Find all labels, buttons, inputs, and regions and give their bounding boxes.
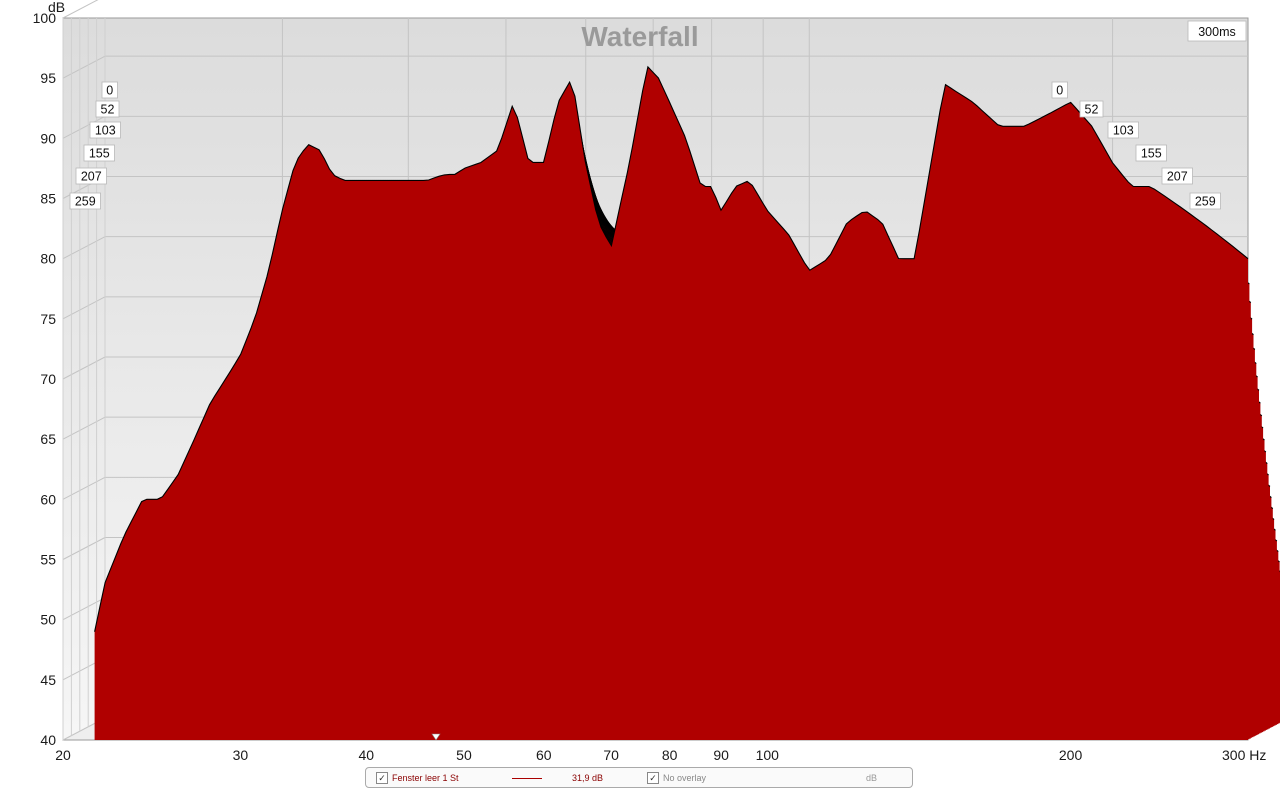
time-label-left: 0 bbox=[106, 84, 113, 98]
legend-series-value: 31,9 dB bbox=[572, 773, 603, 783]
x-tick-label: 300 Hz bbox=[1222, 747, 1266, 763]
y-tick-label: 75 bbox=[40, 311, 56, 327]
x-tick-label: 30 bbox=[233, 747, 249, 763]
y-tick-label: 45 bbox=[40, 672, 56, 688]
series-checkbox[interactable]: ✓ bbox=[376, 772, 388, 784]
legend-series-line bbox=[512, 778, 542, 779]
time-label-left: 103 bbox=[95, 124, 116, 138]
y-depth-gridline bbox=[63, 0, 105, 18]
legend-unit: dB bbox=[866, 773, 877, 783]
y-tick-label: 60 bbox=[40, 491, 56, 507]
overlay-label: No overlay bbox=[663, 773, 706, 783]
time-label-right: 52 bbox=[1085, 103, 1099, 117]
y-tick-label: 65 bbox=[40, 431, 56, 447]
x-tick-label: 60 bbox=[536, 747, 552, 763]
time-label-right: 207 bbox=[1167, 170, 1188, 184]
y-tick-label: 85 bbox=[40, 191, 56, 207]
x-tick-label: 100 bbox=[756, 747, 780, 763]
y-tick-label: 80 bbox=[40, 251, 56, 267]
y-tick-label: 100 bbox=[33, 10, 57, 26]
x-tick-label: 40 bbox=[359, 747, 375, 763]
x-tick-label: 90 bbox=[713, 747, 729, 763]
y-tick-label: 70 bbox=[40, 371, 56, 387]
time-label-right: 155 bbox=[1141, 147, 1162, 161]
time-label-left: 259 bbox=[75, 195, 96, 209]
x-tick-label: 200 bbox=[1059, 747, 1083, 763]
time-label-left: 155 bbox=[89, 147, 110, 161]
time-label-left: 52 bbox=[101, 103, 115, 117]
x-tick-label: 80 bbox=[662, 747, 678, 763]
legend-series-name: Fenster leer 1 St bbox=[392, 773, 459, 783]
x-tick-label: 70 bbox=[603, 747, 619, 763]
y-tick-label: 90 bbox=[40, 130, 56, 146]
time-label-left: 207 bbox=[81, 170, 102, 184]
x-tick-label: 20 bbox=[55, 747, 71, 763]
time-label-right: 103 bbox=[1113, 124, 1134, 138]
time-label-right: 0 bbox=[1056, 84, 1063, 98]
time-window-label: 300ms bbox=[1198, 25, 1236, 39]
legend-bar: ✓ Fenster leer 1 St 31,9 dB ✓ No overlay… bbox=[365, 767, 913, 788]
y-tick-label: 55 bbox=[40, 552, 56, 568]
time-label-right: 259 bbox=[1195, 195, 1216, 209]
chart-title: Waterfall bbox=[581, 21, 698, 52]
overlay-checkbox[interactable]: ✓ bbox=[647, 772, 659, 784]
y-tick-label: 95 bbox=[40, 70, 56, 86]
y-tick-label: 40 bbox=[40, 732, 56, 748]
y-tick-label: 50 bbox=[40, 612, 56, 628]
x-tick-label: 50 bbox=[456, 747, 472, 763]
